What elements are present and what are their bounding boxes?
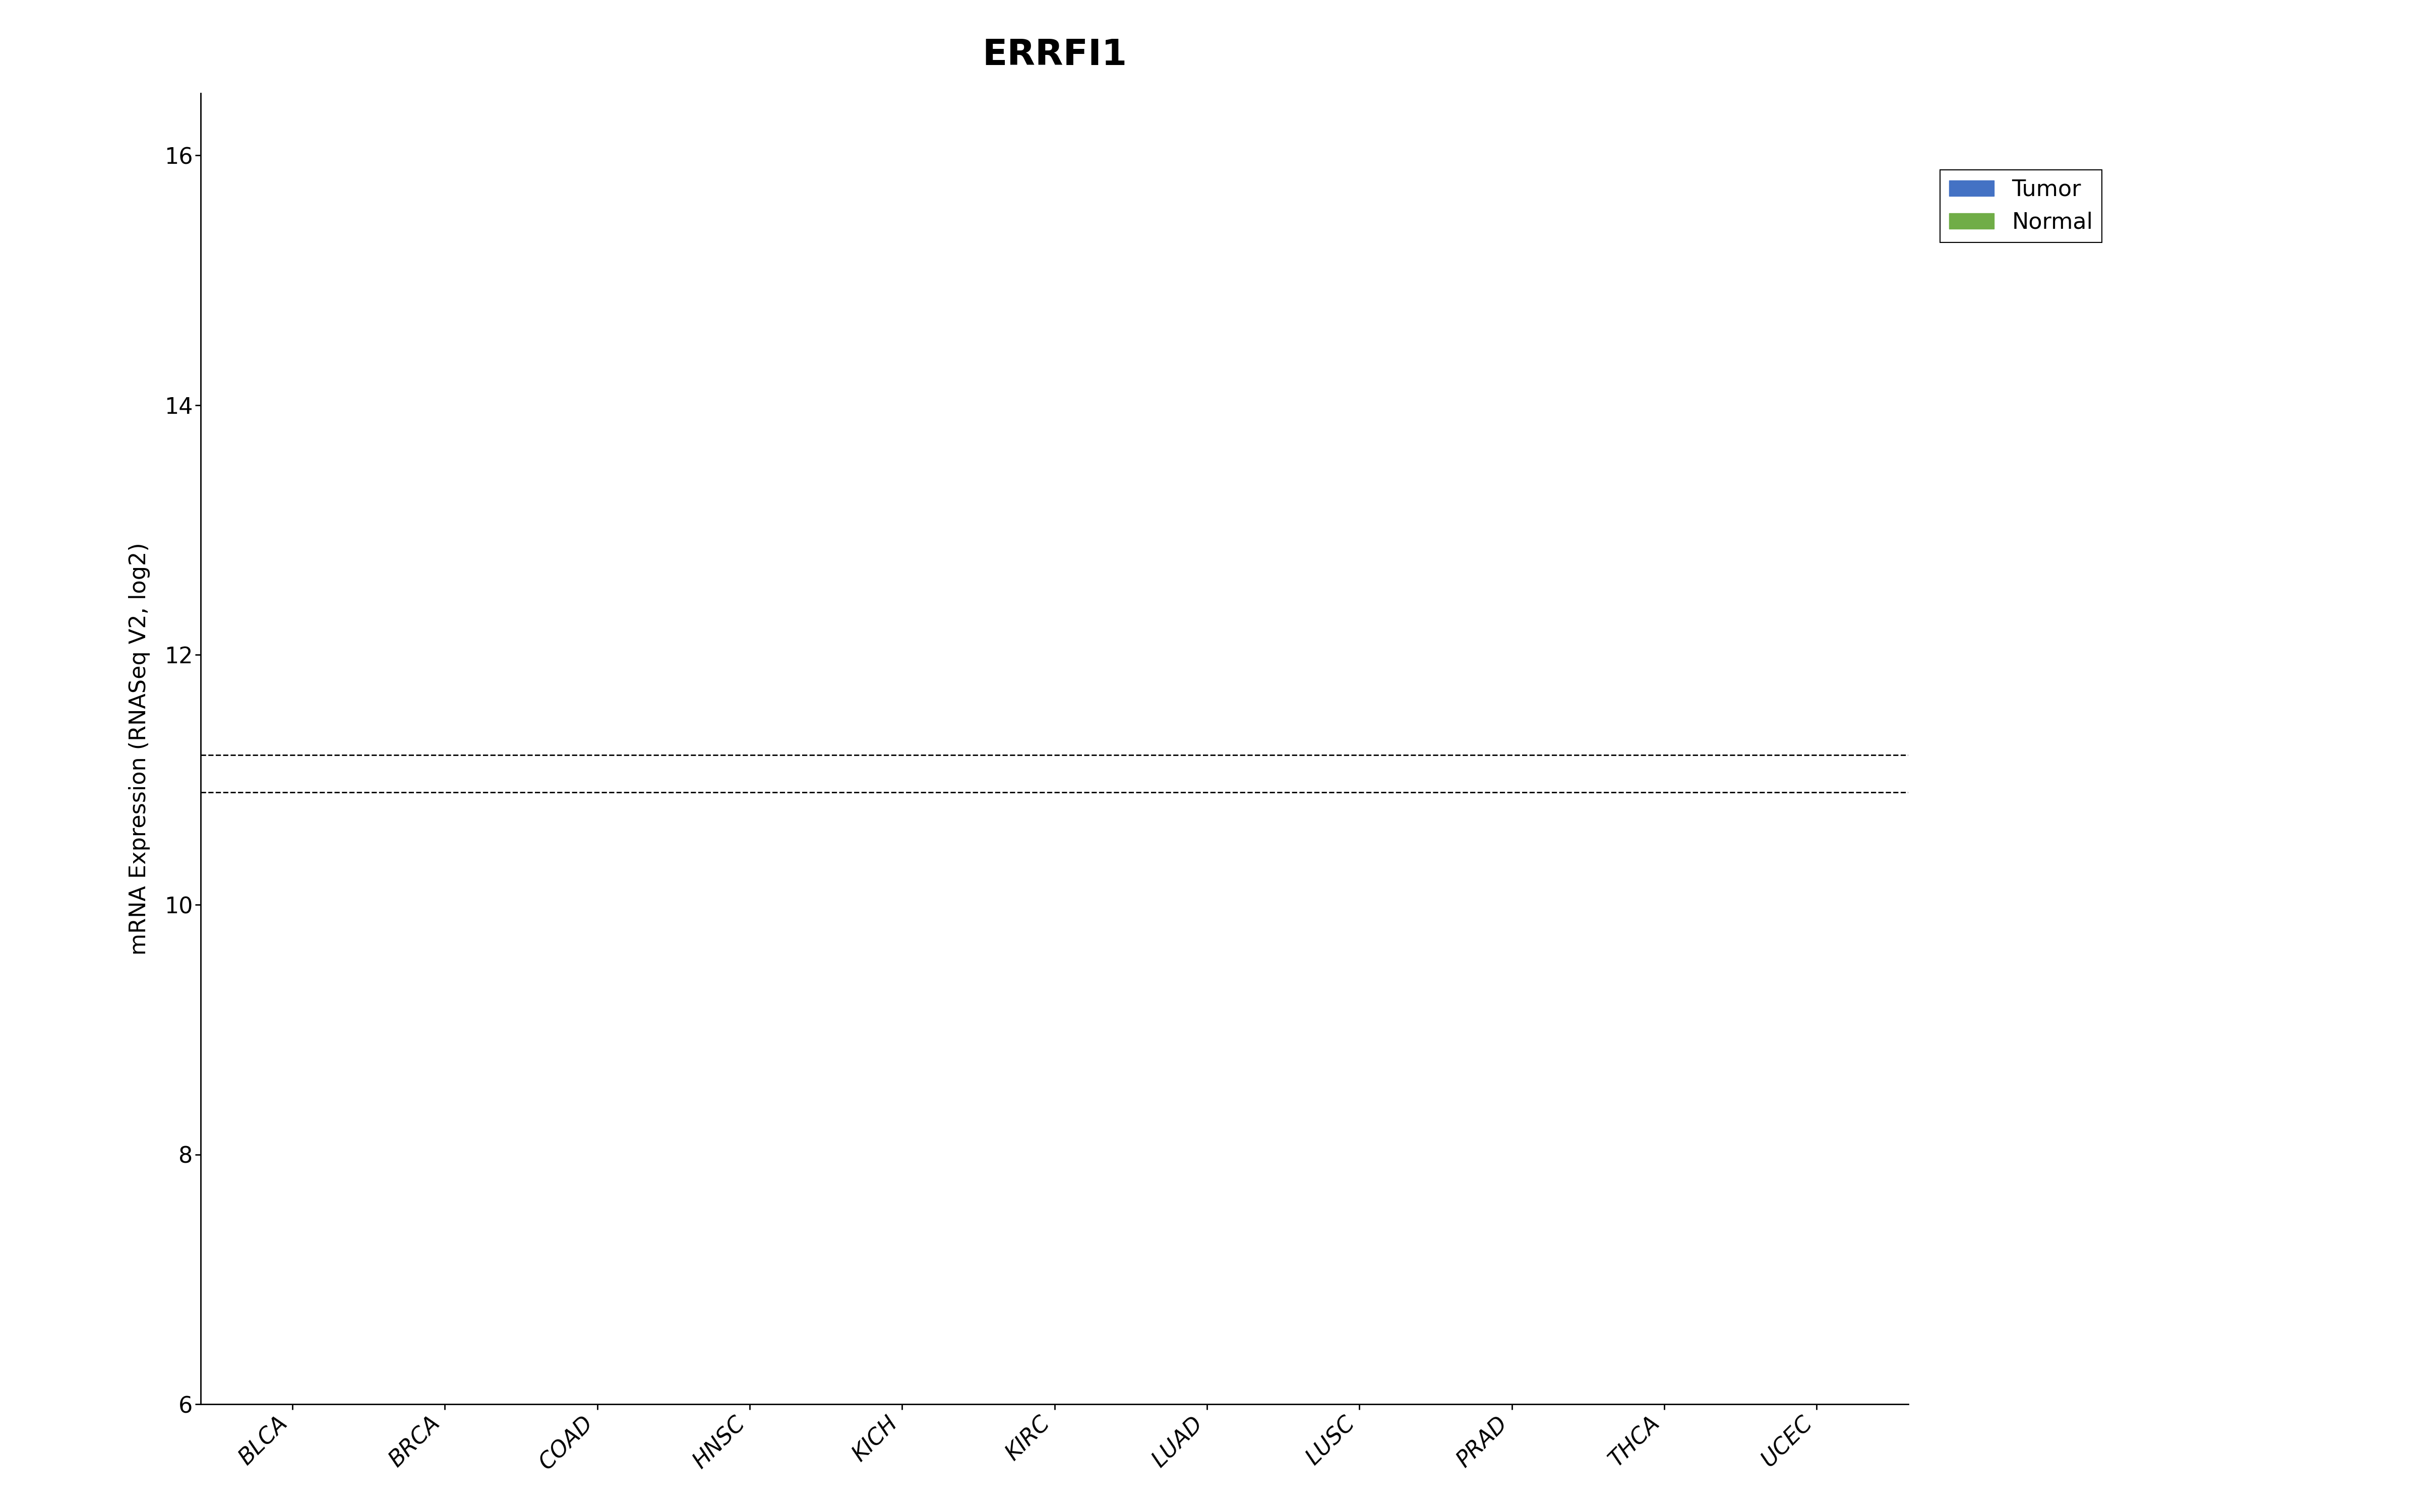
Title: ERRFI1: ERRFI1	[983, 38, 1128, 73]
Y-axis label: mRNA Expression (RNASeq V2, log2): mRNA Expression (RNASeq V2, log2)	[128, 543, 150, 956]
Legend: Tumor, Normal: Tumor, Normal	[1941, 169, 2103, 242]
